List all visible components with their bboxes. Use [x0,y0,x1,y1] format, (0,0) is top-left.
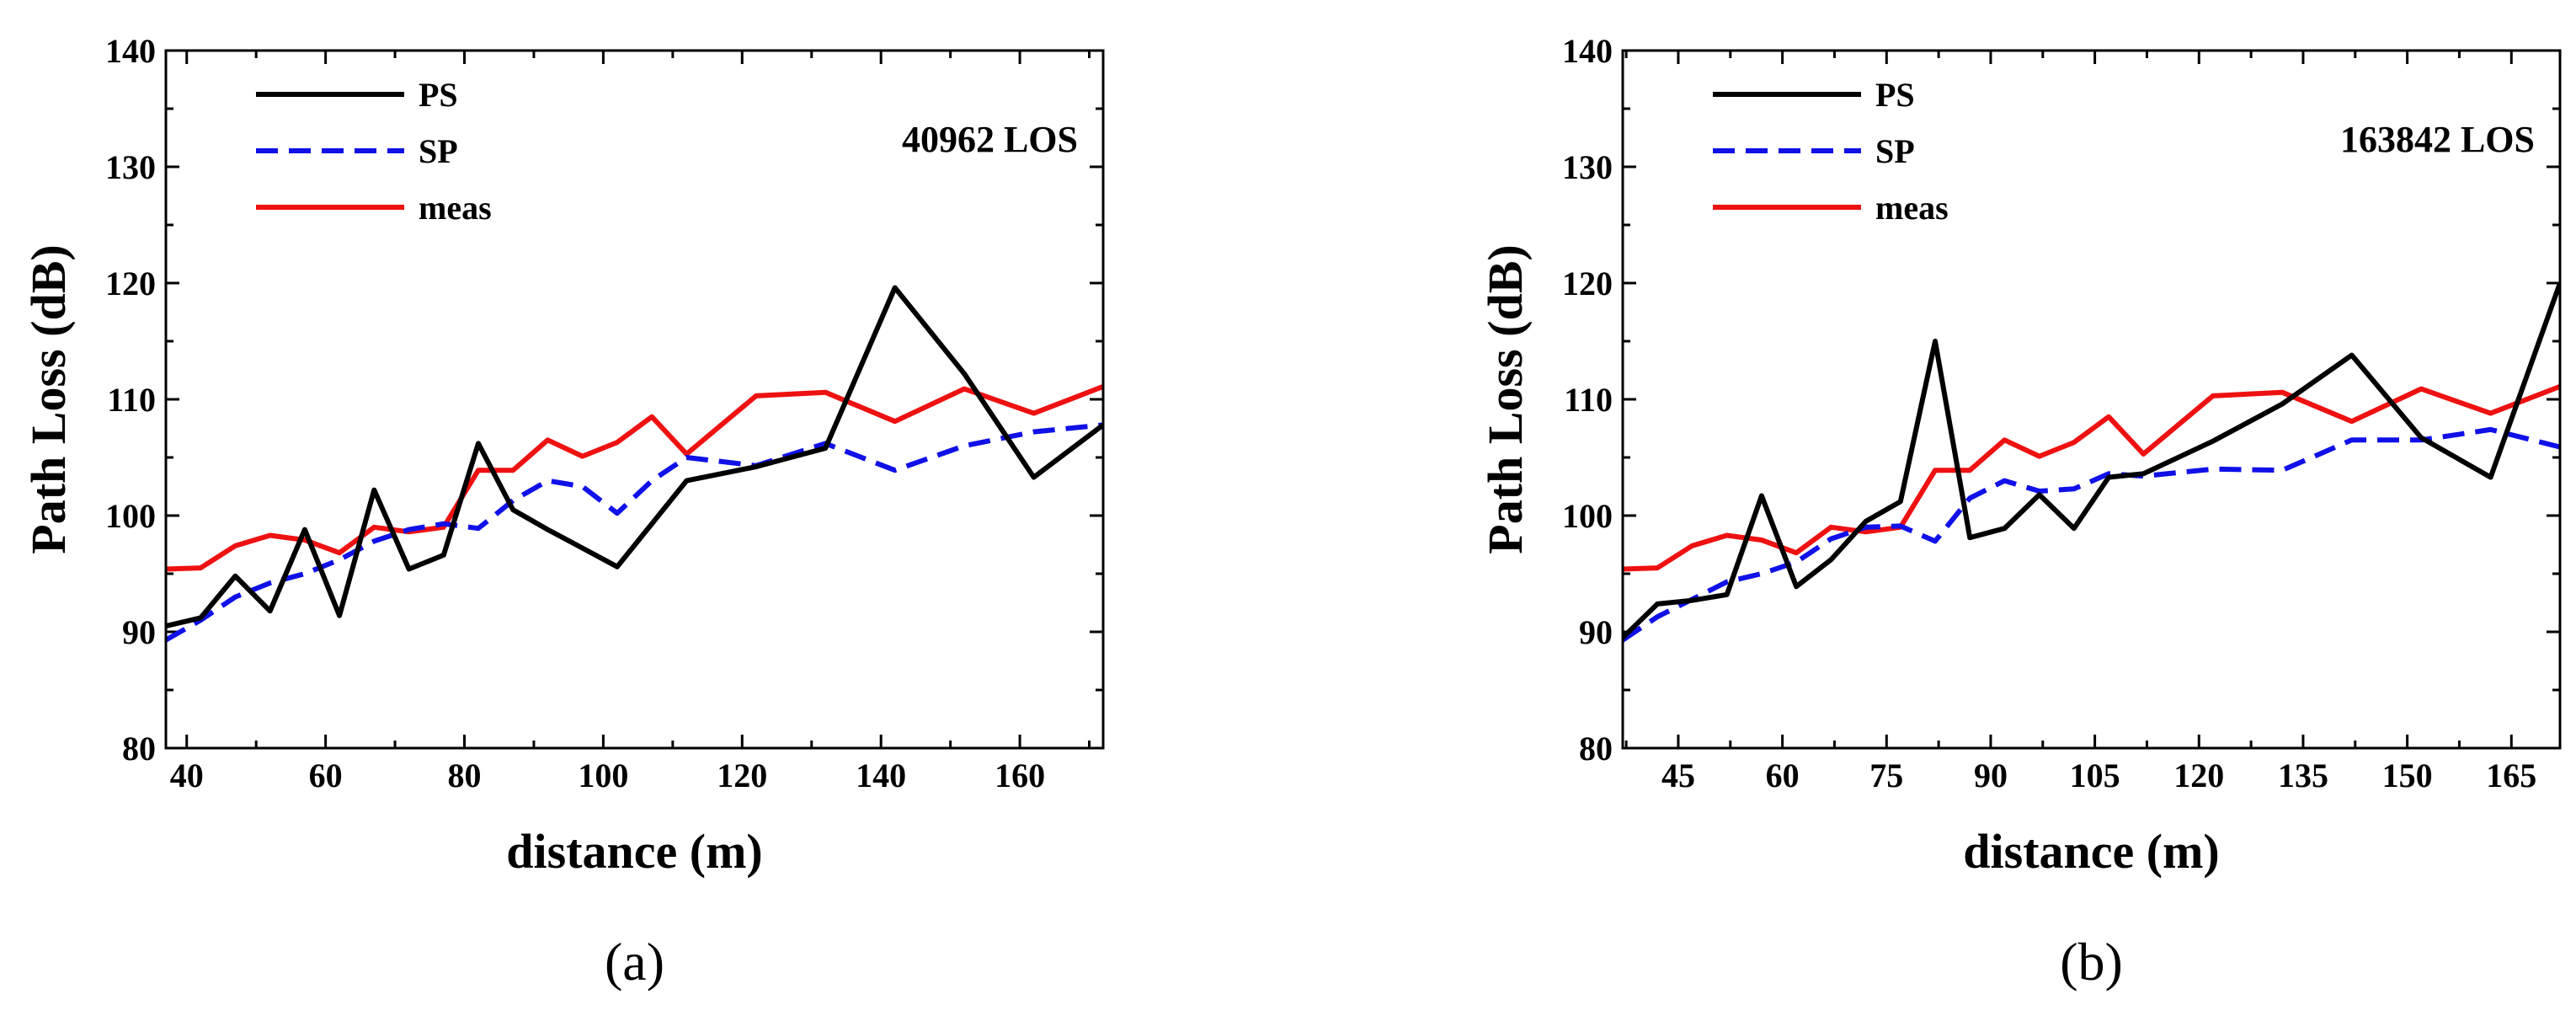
y-tick-label: 110 [1564,381,1613,419]
legend-label: meas [419,189,492,227]
chart-panel-b: 80 90 100 110 120 130 140 45 60 75 90 105 120 135 150 1… [1478,32,2562,992]
panel-label: (a) [605,932,664,992]
y-tick-label: 110 [107,381,156,419]
y-tick-label: 100 [1562,497,1613,535]
x-tick-label: 135 [2278,757,2328,794]
series-line-ps [166,285,1103,629]
x-tick-label: 75 [1869,757,1903,794]
series-line-ps [1623,281,2560,640]
series-line-sp [1623,426,2560,643]
legend-label: PS [419,76,458,114]
y-axis-title: Path Loss (dB) [1478,244,1533,553]
x-tick-label: 165 [2486,757,2536,794]
y-tick-label: 130 [1562,148,1613,186]
legend-label: SP [1875,132,1915,170]
x-tick-label: 90 [1974,757,2008,794]
legend-label: PS [1875,76,1915,114]
x-tick-label: 160 [995,757,1045,794]
x-axis-title: distance (m) [506,824,762,879]
x-axis-title: distance (m) [1963,824,2219,879]
x-tick-label: 120 [2173,757,2224,794]
x-tick-label: 140 [856,757,906,794]
series-line-meas [1623,384,2560,572]
legend: PS SP meas [1713,76,1949,227]
y-tick-label: 120 [1562,265,1613,302]
x-tick-label: 45 [1661,757,1695,794]
legend-label: SP [419,132,458,170]
annotation-text: 163842 LOS [2340,119,2535,160]
plot-frame [1621,49,2562,750]
legend: PS SP meas [256,76,492,227]
y-tick-label: 100 [105,497,156,535]
y-tick-label: 80 [122,730,156,767]
legend-label: meas [1875,189,1949,227]
series-line-meas [166,384,1103,572]
chart-panel-a: 80 90 100 110 120 130 140 40 60 80 100 120 140 160 PS S… [21,32,1105,992]
plot-frame [164,49,1105,750]
x-tick-label: 120 [717,757,767,794]
y-tick-label: 90 [1579,613,1613,651]
y-tick-label: 80 [1579,730,1613,767]
x-tick-label: 105 [2070,757,2120,794]
x-tick-label: 60 [309,757,343,794]
y-tick-label: 130 [105,148,156,186]
y-tick-label: 140 [105,32,156,70]
y-axis-title: Path Loss (dB) [21,244,76,553]
series-line-sp [166,422,1103,643]
y-tick-label: 140 [1562,32,1613,70]
x-tick-label: 100 [578,757,628,794]
x-tick-label: 40 [170,757,204,794]
y-tick-label: 120 [105,265,156,302]
panel-label: (b) [2060,932,2123,992]
y-tick-label: 90 [122,613,156,651]
x-tick-label: 60 [1766,757,1800,794]
x-tick-label: 80 [448,757,482,794]
x-tick-label: 150 [2382,757,2433,794]
annotation-text: 40962 LOS [902,119,1078,160]
